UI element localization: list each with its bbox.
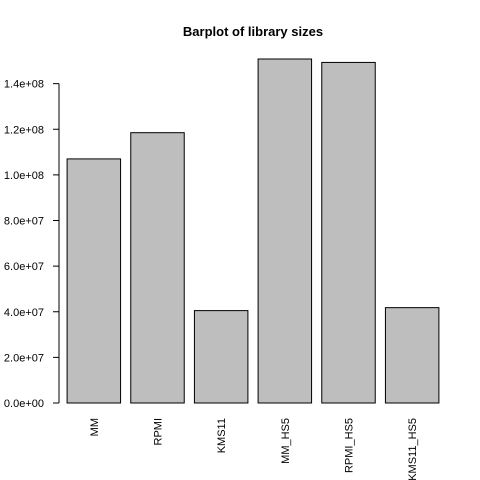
bar-kms11-hs5 — [384, 307, 440, 404]
y-tick-label: 6.0e+07 — [4, 261, 44, 273]
y-tick-label: 2.0e+07 — [4, 352, 44, 364]
y-tick-label: 1.2e+08 — [4, 124, 44, 136]
y-axis: 0.0e+00 2.0e+07 4.0e+07 6.0e+07 8.0e+07 1.0e+… — [4, 79, 60, 410]
x-category-label: MM — [89, 418, 101, 436]
x-category-label: KMS11 — [216, 418, 228, 453]
bar-mm-hs5 — [257, 58, 313, 404]
y-tick-label: 0.0e+00 — [4, 398, 44, 410]
x-category-label: KMS11_HS5 — [407, 418, 419, 480]
x-category-label: MM_HS5 — [280, 418, 292, 464]
x-category-label: RPMI_HS5 — [344, 418, 356, 473]
x-category-label: RPMI — [153, 418, 165, 446]
y-tick-label: 4.0e+07 — [4, 307, 44, 319]
bar-rpmi-hs5 — [321, 61, 376, 404]
x-axis-labels: MM RPMI KMS11 MM_HS5 RPMI_HS5 KMS11_HS5 — [89, 418, 419, 480]
bar-rpmi — [130, 132, 185, 404]
bars-group — [66, 58, 440, 404]
y-tick-label: 1.4e+08 — [4, 79, 44, 91]
bar-mm — [66, 158, 122, 404]
y-tick-label: 1.0e+08 — [4, 170, 44, 182]
chart-title: Barplot of library sizes — [183, 24, 323, 39]
bar-kms11 — [193, 310, 249, 404]
y-tick-label: 8.0e+07 — [4, 216, 44, 228]
